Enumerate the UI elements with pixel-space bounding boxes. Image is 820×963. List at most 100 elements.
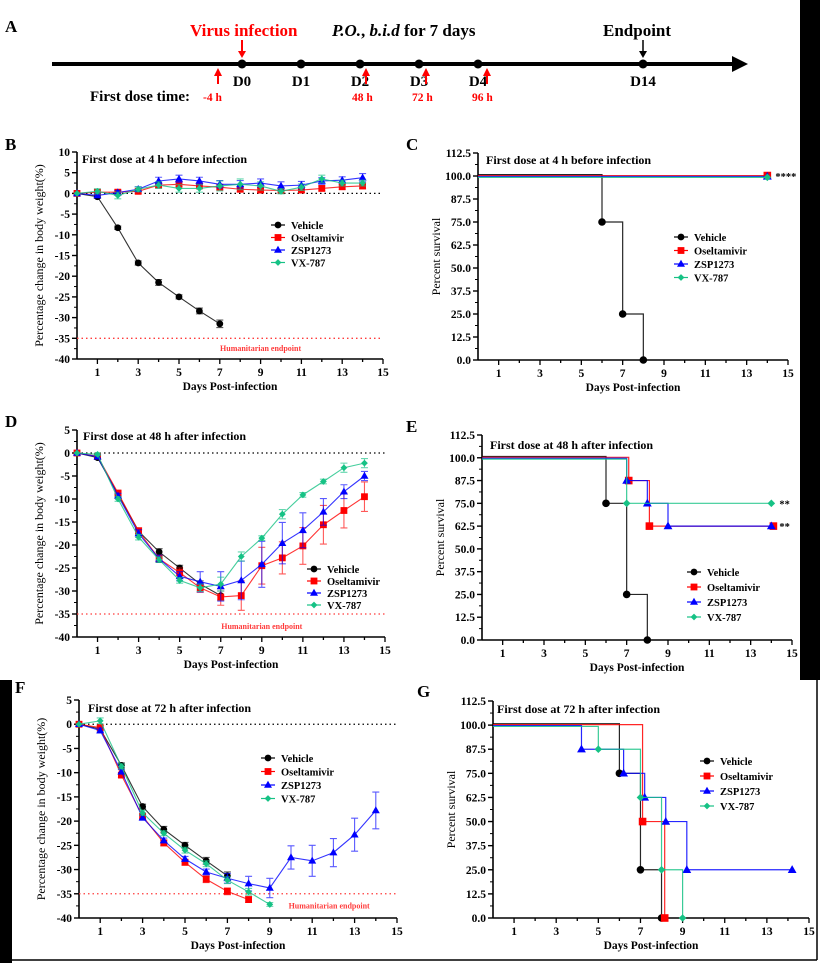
panel-a-timeline: A Virus infection P.O., b.i.d for 7 days… [5, 17, 748, 105]
chart-title: First dose at 72 h after infection [497, 702, 660, 716]
survival-step-line [482, 455, 648, 640]
legend: Vehicle Oseltamivir ZSP1273 VX-787 [261, 754, 334, 806]
dose-time-label: 48 h [352, 92, 373, 104]
y-tick-label: 12.5 [466, 889, 486, 901]
y-tick-label: 50.0 [466, 817, 486, 829]
panel-c-chart: C 112.5 100.0 87.5 75.0 62.5 50.0 37.5 25.0 12.5 0… [406, 135, 796, 394]
x-tick-label: 1 [500, 648, 506, 660]
circle-marker [622, 590, 631, 599]
series-line [76, 192, 221, 325]
chart-title: First dose at 4 h before infection [486, 153, 651, 167]
circle-marker [643, 636, 652, 644]
diamond-marker [196, 584, 204, 592]
diamond-marker [224, 876, 231, 884]
panel-letter: C [406, 135, 418, 154]
x-tick-label: 1 [496, 368, 502, 380]
circle-marker [598, 218, 606, 226]
legend-item: VX-787 [271, 259, 325, 270]
series-zsp1273 [493, 724, 797, 873]
y-tick-label: 0 [64, 188, 70, 200]
triangle-marker [339, 487, 348, 495]
circle-marker [703, 757, 711, 765]
triangle-marker [181, 854, 189, 862]
panel-g-chart: G 112.5 100.0 87.5 75.0 62.5 50.0 37.5 25.0 12.5 0… [417, 682, 815, 952]
panel-letter: E [406, 417, 417, 436]
legend-label: Vehicle [291, 221, 324, 232]
series-vehicle [478, 174, 648, 364]
diamond-marker [594, 745, 603, 754]
legend-label: Oseltamivir [694, 247, 747, 258]
diamond-marker [359, 179, 366, 187]
triangle-marker [677, 259, 685, 267]
y-tick-label: 112.5 [446, 148, 471, 160]
diamond-marker [196, 185, 203, 192]
y-tick-label: 87.5 [451, 194, 471, 206]
y-tick-label: 75.0 [451, 217, 471, 229]
y-axis-label: Percentage change in body weight(%) [32, 442, 46, 625]
x-tick-label: 3 [135, 367, 141, 379]
dose-time-label: 72 h [412, 92, 433, 104]
x-tick-label: 3 [136, 645, 142, 657]
legend-item: Vehicle [307, 565, 360, 576]
x-tick-label: 15 [379, 645, 391, 657]
legend-label: Vehicle [281, 754, 314, 765]
y-tick-label: 0.0 [472, 913, 487, 925]
x-axis-label: Days Post-infection [586, 382, 681, 394]
timeline-day-label: D0 [233, 74, 251, 90]
diamond-marker [361, 459, 368, 467]
y-tick-label: 112.5 [461, 696, 486, 708]
triangle-marker [371, 806, 380, 814]
y-tick-label: 5 [64, 168, 70, 180]
diamond-marker [237, 553, 245, 560]
endpoint-arrowhead-icon [639, 51, 647, 58]
square-marker [338, 183, 346, 191]
y-tick-label: -35 [57, 889, 73, 901]
legend-item: ZSP1273 [700, 786, 760, 798]
legend-item: Oseltamivir [307, 577, 380, 588]
triangle-marker [350, 830, 359, 838]
significance-annotation: ** [779, 522, 790, 533]
x-tick-label: 9 [267, 926, 273, 938]
triangle-marker [663, 521, 673, 530]
legend-item: Oseltamivir [271, 234, 344, 245]
triangle-marker [274, 245, 282, 253]
square-marker [645, 522, 654, 530]
panel-f-chart: F50-5-10-15-20-25-30-35-401 3 5 7 9 11 13 15Day… [15, 678, 403, 952]
legend-label: ZSP1273 [281, 781, 321, 792]
triangle-marker [117, 767, 126, 775]
legend-item: Vehicle [700, 757, 753, 768]
survival-step-line [482, 456, 774, 527]
diamond-marker [139, 809, 146, 817]
series-line [78, 723, 228, 877]
series-line [76, 452, 365, 589]
panel-letter: B [5, 135, 16, 154]
diamond-marker [94, 187, 101, 195]
series-vx-787 [482, 458, 776, 508]
x-tick-label: 13 [336, 367, 348, 379]
triangle-marker [277, 181, 285, 189]
y-tick-label: -40 [55, 354, 71, 366]
x-axis-label: Days Post-infection [590, 662, 685, 674]
comma: , [361, 21, 370, 40]
triangle-marker [329, 848, 338, 856]
diamond-marker [636, 793, 645, 802]
legend-item: Vehicle [674, 233, 727, 244]
x-axis-label: Days Post-infection [184, 659, 279, 671]
diamond-marker [677, 274, 685, 281]
x-tick-label: 13 [745, 648, 757, 660]
y-tick-label: 12.5 [455, 612, 475, 624]
legend-label: VX-787 [694, 274, 728, 285]
legend-label: ZSP1273 [707, 598, 747, 609]
x-tick-label: 11 [297, 645, 308, 657]
x-tick-label: 3 [537, 368, 543, 380]
x-tick-label: 5 [595, 926, 601, 938]
triangle-marker [338, 175, 347, 183]
x-tick-label: 7 [217, 367, 223, 379]
triangle-marker [278, 538, 287, 546]
circle-marker [636, 865, 645, 874]
diamond-marker [96, 717, 104, 725]
circle-marker [175, 293, 183, 301]
y-tick-label: 100.0 [449, 453, 475, 465]
diamond-marker [257, 182, 264, 190]
dose-arrowhead-icon [483, 68, 491, 76]
